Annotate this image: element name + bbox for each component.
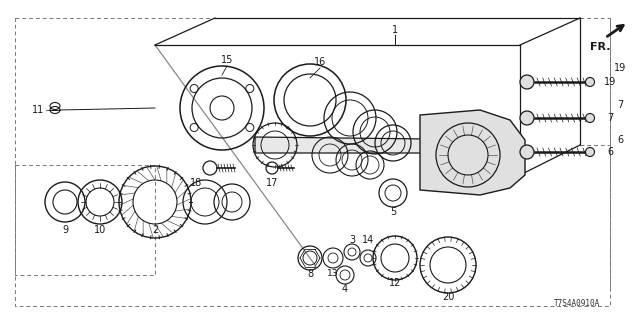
Polygon shape — [255, 137, 430, 153]
Text: 3: 3 — [349, 235, 355, 245]
Text: 6: 6 — [607, 147, 613, 157]
Text: 19: 19 — [604, 77, 616, 87]
Text: FR.: FR. — [589, 42, 611, 52]
Text: 15: 15 — [221, 55, 233, 65]
Polygon shape — [420, 110, 525, 195]
Text: 13: 13 — [327, 269, 339, 278]
Text: 4: 4 — [342, 284, 348, 294]
Text: 16: 16 — [314, 57, 326, 67]
Text: 14: 14 — [362, 235, 374, 245]
Text: T7S4A0910A: T7S4A0910A — [554, 299, 600, 308]
Text: 6: 6 — [617, 135, 623, 145]
Text: 20: 20 — [442, 292, 454, 302]
Ellipse shape — [586, 148, 595, 156]
Circle shape — [520, 145, 534, 159]
Text: 17: 17 — [266, 178, 278, 188]
Text: 7: 7 — [607, 113, 613, 123]
Text: 8: 8 — [307, 269, 313, 279]
Text: 19: 19 — [614, 63, 626, 73]
Circle shape — [520, 111, 534, 125]
Circle shape — [520, 75, 534, 89]
Text: 7: 7 — [617, 100, 623, 110]
Text: 2: 2 — [152, 225, 158, 235]
Text: 9: 9 — [62, 225, 68, 235]
Text: 18: 18 — [190, 178, 202, 188]
Ellipse shape — [586, 114, 595, 123]
Text: 11: 11 — [32, 105, 44, 115]
Bar — [15, 165, 155, 275]
Text: 10: 10 — [94, 225, 106, 235]
Text: 5: 5 — [390, 207, 396, 217]
Text: 12: 12 — [389, 278, 401, 288]
Text: 1: 1 — [392, 25, 398, 35]
Ellipse shape — [586, 77, 595, 86]
